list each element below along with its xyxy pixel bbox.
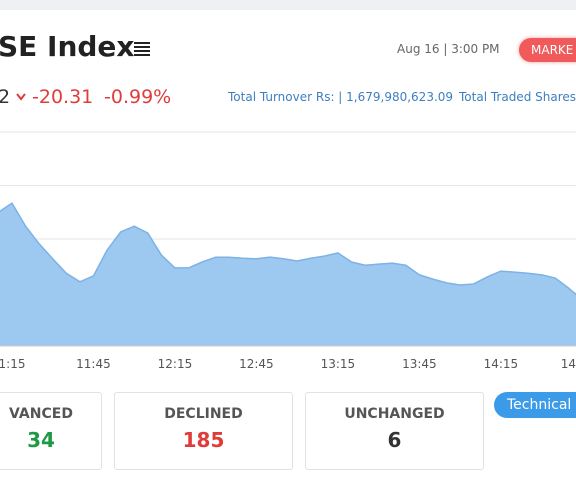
x-tick-label: 14 [561, 357, 576, 371]
area [0, 203, 576, 346]
index-title: SE Index [0, 30, 135, 63]
last-value: 2 [0, 86, 11, 108]
down-chevron [16, 93, 26, 101]
traded-shares: Total Traded Shares [459, 90, 576, 104]
stat-box: UNCHANGED 6 [305, 392, 484, 470]
line [0, 202, 576, 296]
x-tick-label: 12:45 [239, 357, 274, 371]
stat-value: 34 [27, 428, 55, 452]
stat-box: VANCED 34 [0, 392, 102, 470]
menu-icon[interactable] [133, 41, 151, 57]
chart: 1:15 11:45 12:15 12:45 13:15 13:45 14:15 14 [0, 131, 576, 371]
date-time: Aug 16 | 3:00 PM [397, 42, 500, 56]
x-tick-label: 11:45 [76, 357, 111, 371]
market-button[interactable]: MARKE [519, 38, 576, 62]
x-tick-label: 12:15 [158, 357, 193, 371]
stat-label: UNCHANGED [344, 406, 445, 422]
change-percent: -0.99% [104, 86, 172, 108]
stat-box: DECLINED 185 [114, 392, 293, 470]
x-tick-label: 14:15 [484, 357, 519, 371]
stat-label: DECLINED [164, 406, 243, 422]
x-tick-label: 1:15 [0, 357, 25, 371]
stat-value: 6 [387, 428, 402, 452]
x-tick-label: 13:15 [321, 357, 356, 371]
top-strip [0, 0, 576, 10]
stat-label: VANCED [9, 406, 73, 422]
x-tick-label: 13:45 [402, 357, 437, 371]
stat-value: 185 [182, 428, 225, 452]
technical-button[interactable]: Technical [494, 392, 576, 418]
turnover: Total Turnover Rs: | 1,679,980,623.09 [228, 90, 454, 104]
change: -20.31 [32, 86, 94, 108]
